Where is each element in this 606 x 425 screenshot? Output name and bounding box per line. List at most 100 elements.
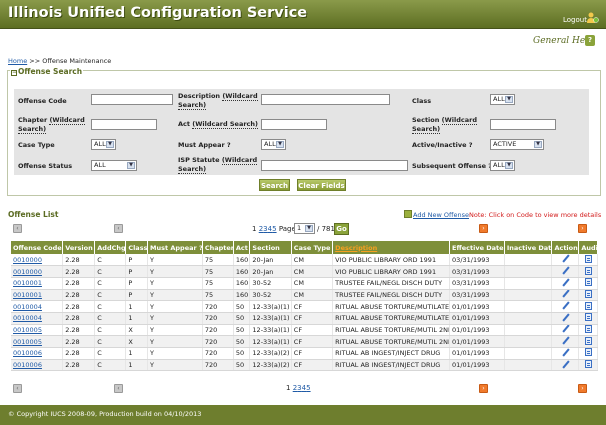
add-new-offense-link[interactable]: Add New Offense bbox=[404, 210, 469, 219]
table-cell: 01/01/1993 bbox=[449, 359, 505, 372]
offense-code-link[interactable]: 0010001 bbox=[13, 290, 42, 299]
audit-icon[interactable] bbox=[584, 254, 592, 263]
offense-code-link[interactable]: 0010000 bbox=[13, 255, 42, 264]
clear-fields-button[interactable]: Clear Fields bbox=[297, 179, 346, 191]
offense-code-link[interactable]: 0010005 bbox=[13, 325, 42, 334]
user-logout-icon[interactable] bbox=[586, 12, 599, 23]
next-page-button[interactable]: › bbox=[479, 224, 488, 233]
offense-code-link[interactable]: 0010005 bbox=[13, 337, 42, 346]
offense-code-link[interactable]: 0010001 bbox=[13, 279, 42, 288]
isp-statute-input[interactable] bbox=[261, 160, 408, 171]
offense-status-select[interactable]: ALL ▼ bbox=[91, 160, 137, 171]
first-page-button[interactable]: ‹ bbox=[13, 224, 22, 233]
general-help-link[interactable]: General Help bbox=[533, 36, 594, 46]
breadcrumb-home[interactable]: Home bbox=[8, 57, 28, 65]
chevron-down-icon: ▼ bbox=[127, 162, 135, 169]
table-cell: RITUAL ABUSE TORTURE/MUTIL 2ND bbox=[332, 335, 451, 348]
column-header: Chapter bbox=[202, 241, 234, 254]
table-row: 0010000 2.28 C P Y 75 160 20-Jan CM VIO PUBLIC LI… bbox=[11, 254, 598, 267]
offense-code-link[interactable]: 0010004 bbox=[13, 314, 42, 323]
edit-icon[interactable] bbox=[562, 349, 569, 356]
class-select[interactable]: ALL ▼ bbox=[490, 94, 515, 105]
logout-link[interactable]: Logout bbox=[563, 16, 587, 24]
page-link[interactable]: 1 bbox=[252, 225, 257, 233]
edit-icon[interactable] bbox=[562, 337, 569, 344]
offense-code-link[interactable]: 0010000 bbox=[13, 267, 42, 276]
collapse-icon[interactable]: − bbox=[11, 69, 18, 76]
table-cell: C bbox=[94, 312, 127, 325]
view-details-note: Note: Click on Code to view more details bbox=[469, 211, 602, 219]
audit-icon[interactable] bbox=[584, 301, 592, 310]
page-link[interactable]: 2 bbox=[292, 384, 298, 392]
page-link[interactable]: 4 bbox=[301, 384, 307, 392]
must-appear-select[interactable]: ALL ▼ bbox=[261, 139, 286, 150]
page-link[interactable]: 5 bbox=[272, 225, 277, 233]
audit-icon[interactable] bbox=[584, 289, 592, 298]
table-cell: CM bbox=[291, 277, 334, 290]
chevron-down-icon: ▼ bbox=[505, 96, 513, 103]
table-cell bbox=[504, 312, 553, 325]
offense-code-label: Offense Code bbox=[18, 97, 67, 105]
description-input[interactable] bbox=[261, 94, 390, 105]
page-select[interactable]: 1 ▼ bbox=[294, 223, 315, 234]
table-cell: 2.28 bbox=[62, 254, 96, 267]
column-header[interactable]: Description bbox=[332, 241, 451, 254]
prev-page-button[interactable]: ‹ bbox=[114, 224, 123, 233]
page-link[interactable]: 3 bbox=[297, 384, 302, 392]
page-link[interactable]: 1 bbox=[286, 384, 291, 392]
offense-table: Offense Code Version AddChg Class Must Appea… bbox=[11, 241, 598, 372]
offense-code-cell: 0010006 bbox=[11, 347, 64, 360]
active-inactive-select[interactable]: ACTIVE ▼ bbox=[490, 139, 544, 150]
last-page-button[interactable]: › bbox=[578, 224, 587, 233]
edit-icon[interactable] bbox=[562, 361, 569, 368]
section-input[interactable] bbox=[490, 119, 556, 130]
page-link[interactable]: 2 bbox=[258, 225, 264, 233]
help-icon[interactable]: ? bbox=[585, 35, 595, 46]
offense-code-cell: 0010000 bbox=[11, 254, 64, 267]
offense-code-link[interactable]: 0010004 bbox=[13, 302, 42, 311]
table-cell: CF bbox=[291, 347, 334, 360]
search-button[interactable]: Search bbox=[259, 179, 290, 191]
audit-icon[interactable] bbox=[584, 336, 592, 345]
page-link[interactable]: 4 bbox=[267, 225, 273, 233]
offense-code-link[interactable]: 0010006 bbox=[13, 349, 42, 358]
act-input[interactable] bbox=[261, 119, 327, 130]
audit-icon[interactable] bbox=[584, 348, 592, 357]
prev-page-button-bottom[interactable]: ‹ bbox=[114, 384, 123, 393]
isp-statute-label: ISP Statute (Wildcard Search) bbox=[178, 156, 258, 174]
edit-icon[interactable] bbox=[562, 325, 569, 332]
audit-icon[interactable] bbox=[584, 324, 592, 333]
next-page-button-bottom[interactable]: › bbox=[479, 384, 488, 393]
offense-code-input[interactable] bbox=[91, 94, 173, 105]
edit-icon[interactable] bbox=[562, 314, 569, 321]
offense-code-link[interactable]: 0010006 bbox=[13, 361, 42, 370]
table-cell: 30-52 bbox=[249, 277, 292, 290]
edit-icon[interactable] bbox=[562, 255, 569, 262]
table-cell: 03/31/1993 bbox=[449, 277, 505, 290]
table-cell: 1 bbox=[125, 347, 149, 360]
page-link[interactable]: 3 bbox=[263, 225, 268, 233]
first-page-button-bottom[interactable]: ‹ bbox=[13, 384, 22, 393]
audit-icon[interactable] bbox=[584, 278, 592, 287]
audit-icon[interactable] bbox=[584, 360, 592, 369]
go-button[interactable]: Go bbox=[334, 223, 349, 235]
table-cell bbox=[504, 335, 553, 348]
case-type-select[interactable]: ALL ▼ bbox=[91, 139, 116, 150]
table-cell: 01/01/1993 bbox=[449, 312, 505, 325]
table-cell: P bbox=[125, 254, 149, 267]
table-cell bbox=[504, 254, 553, 267]
page-link[interactable]: 5 bbox=[306, 384, 311, 392]
audit-icon[interactable] bbox=[584, 266, 592, 275]
table-cell: Y bbox=[147, 265, 203, 278]
breadcrumb-separator: >> bbox=[29, 57, 41, 65]
edit-icon[interactable] bbox=[562, 290, 569, 297]
subsequent-offense-select[interactable]: ALL ▼ bbox=[490, 160, 515, 171]
edit-icon[interactable] bbox=[562, 302, 569, 309]
chevron-down-icon: ▼ bbox=[305, 225, 313, 232]
chapter-input[interactable] bbox=[91, 119, 157, 130]
audit-icon[interactable] bbox=[584, 313, 592, 322]
edit-icon[interactable] bbox=[562, 267, 569, 274]
last-page-button-bottom[interactable]: › bbox=[578, 384, 587, 393]
edit-icon[interactable] bbox=[562, 279, 569, 286]
offense-search-legend[interactable]: −Offense Search bbox=[10, 67, 84, 76]
